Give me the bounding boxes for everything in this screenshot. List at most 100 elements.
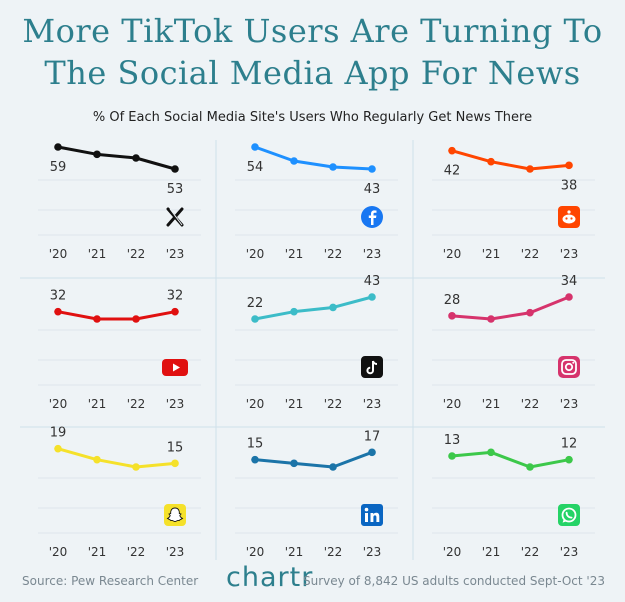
value-label-start: 42 bbox=[444, 164, 461, 179]
panel-snapchat: 19 15 '20 '21 '22 '23 bbox=[38, 426, 201, 559]
x-tick-label: '20 bbox=[443, 397, 462, 411]
data-point-'22 bbox=[132, 463, 140, 471]
data-point-'23 bbox=[171, 165, 179, 173]
x-icon bbox=[166, 207, 184, 227]
series-line-instagram bbox=[451, 295, 570, 321]
series-line-facebook bbox=[254, 145, 373, 171]
facebook-icon bbox=[361, 206, 383, 228]
x-tick-label: '22 bbox=[127, 545, 146, 559]
data-point-'20 bbox=[251, 315, 259, 323]
brand-logo: chartr bbox=[226, 562, 314, 593]
x-tick-label: '23 bbox=[363, 397, 382, 411]
data-point-'23 bbox=[368, 293, 376, 301]
data-point-'20 bbox=[251, 143, 259, 151]
x-tick-label: '23 bbox=[363, 247, 382, 261]
data-point-'21 bbox=[290, 307, 298, 316]
data-point-'23 bbox=[565, 293, 573, 301]
series-line-linkedin bbox=[254, 450, 373, 469]
x-tick-label: '20 bbox=[246, 545, 265, 559]
tiktok-icon bbox=[361, 356, 383, 378]
x-tick-label: '22 bbox=[127, 397, 146, 411]
x-tick-label: '23 bbox=[166, 545, 185, 559]
value-label-end: 43 bbox=[364, 182, 381, 197]
data-point-'20 bbox=[54, 444, 62, 453]
data-point-'20 bbox=[448, 312, 456, 320]
whatsapp-icon bbox=[558, 504, 580, 526]
data-point-'22 bbox=[526, 308, 534, 317]
data-point-'22 bbox=[329, 303, 337, 312]
series-line-tiktok bbox=[254, 295, 373, 321]
x-tick-label: '23 bbox=[560, 397, 579, 411]
x-tick-label: '21 bbox=[482, 397, 501, 411]
x-tick-label: '23 bbox=[560, 247, 579, 261]
panel-linkedin: 15 17 '20 '21 '22 '23 bbox=[235, 429, 398, 559]
x-tick-label: '21 bbox=[482, 545, 501, 559]
data-point-'20 bbox=[54, 307, 62, 316]
value-label-end: 17 bbox=[364, 429, 381, 444]
data-point-'20 bbox=[251, 455, 259, 464]
series-line-x bbox=[57, 145, 176, 171]
linkedin-icon bbox=[361, 504, 383, 526]
data-point-'21 bbox=[93, 315, 101, 323]
x-tick-label: '22 bbox=[521, 545, 540, 559]
x-tick-label: '23 bbox=[166, 397, 185, 411]
x-tick-label: '22 bbox=[324, 247, 343, 261]
data-point-'21 bbox=[487, 157, 495, 166]
data-point-'20 bbox=[448, 146, 456, 155]
value-label-end: 32 bbox=[167, 289, 184, 304]
title-line-2: The Social Media App For News bbox=[44, 54, 581, 92]
value-label-start: 59 bbox=[50, 160, 67, 175]
data-point-'22 bbox=[526, 463, 534, 471]
data-point-'23 bbox=[171, 307, 179, 316]
panel-tiktok: 22 43 '20 '21 '22 '23 bbox=[235, 274, 398, 411]
x-tick-label: '21 bbox=[285, 545, 304, 559]
data-point-'21 bbox=[93, 150, 101, 159]
value-label-end: 38 bbox=[561, 178, 578, 193]
x-tick-label: '20 bbox=[443, 545, 462, 559]
data-point-'21 bbox=[487, 448, 495, 457]
series-line-snapchat bbox=[57, 447, 176, 469]
value-label-start: 19 bbox=[50, 426, 67, 441]
data-point-'22 bbox=[132, 154, 140, 162]
x-tick-label: '23 bbox=[363, 545, 382, 559]
value-label-end: 34 bbox=[561, 274, 578, 289]
data-point-'21 bbox=[487, 315, 495, 323]
value-label-start: 22 bbox=[247, 296, 264, 311]
value-label-start: 32 bbox=[50, 289, 67, 304]
x-tick-label: '22 bbox=[521, 247, 540, 261]
data-point-'20 bbox=[448, 452, 456, 460]
series-line-reddit bbox=[451, 149, 570, 171]
panel-x: 59 53 '20 '21 '22 '23 bbox=[38, 143, 201, 261]
data-point-'21 bbox=[93, 455, 101, 464]
title-line-1: More TikTok Users Are Turning To bbox=[22, 12, 603, 50]
data-point-'23 bbox=[171, 459, 179, 468]
x-tick-label: '21 bbox=[88, 247, 107, 261]
x-tick-label: '20 bbox=[246, 397, 265, 411]
x-tick-label: '21 bbox=[88, 545, 107, 559]
panel-facebook: 54 43 '20 '21 '22 '23 bbox=[235, 143, 398, 261]
x-tick-label: '22 bbox=[127, 247, 146, 261]
panel-youtube: 32 32 '20 '21 '22 '23 bbox=[38, 289, 201, 411]
value-label-start: 13 bbox=[444, 433, 461, 448]
value-label-start: 28 bbox=[444, 293, 461, 308]
chart-subtitle: % Of Each Social Media Site's Users Who … bbox=[92, 110, 533, 125]
x-tick-label: '23 bbox=[560, 545, 579, 559]
survey-note: Survey of 8,842 US adults conducted Sept… bbox=[302, 574, 605, 588]
snapchat-icon bbox=[164, 504, 186, 526]
data-point-'21 bbox=[290, 459, 298, 468]
x-tick-label: '21 bbox=[88, 397, 107, 411]
x-tick-label: '20 bbox=[443, 247, 462, 261]
value-label-start: 54 bbox=[247, 160, 264, 175]
data-point-'20 bbox=[54, 143, 62, 151]
x-tick-label: '21 bbox=[482, 247, 501, 261]
x-tick-label: '21 bbox=[285, 247, 304, 261]
x-tick-label: '20 bbox=[49, 247, 68, 261]
value-label-end: 15 bbox=[167, 440, 184, 455]
x-tick-label: '22 bbox=[324, 397, 343, 411]
x-tick-label: '20 bbox=[49, 545, 68, 559]
value-label-end: 12 bbox=[561, 437, 578, 452]
data-point-'22 bbox=[329, 163, 337, 171]
youtube-icon bbox=[162, 359, 188, 376]
